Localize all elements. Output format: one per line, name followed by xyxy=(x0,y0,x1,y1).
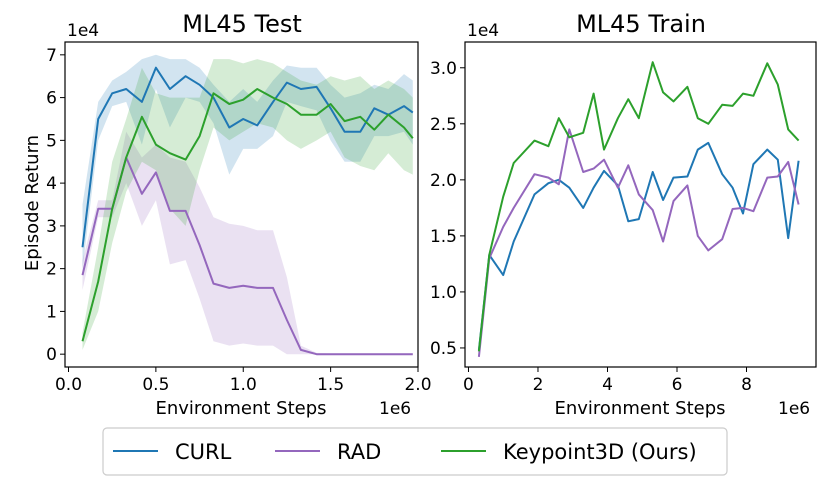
y-axis-label: Episode Return xyxy=(22,135,43,271)
legend-entry-curl: CURL xyxy=(113,440,232,464)
y-tick-label: 2.5 xyxy=(430,115,457,135)
legend-label-curl: CURL xyxy=(175,440,232,464)
plot-frame xyxy=(464,41,817,368)
chart-title: ML45 Test xyxy=(182,10,302,38)
y-ticks: 0 1 2 3 4 5 6 7 xyxy=(46,46,65,365)
y-multiplier-label: 1e4 xyxy=(67,21,99,41)
line-rad xyxy=(81,156,413,356)
x-tick-label: 0 xyxy=(463,375,474,395)
y-tick-label: 1 xyxy=(46,302,57,322)
legend-entry-keypoint3d: Keypoint3D (Ours) xyxy=(441,440,697,464)
y-tick-label: 5 xyxy=(46,131,57,151)
x-tick-label: 1.0 xyxy=(230,375,257,395)
x-tick-label: 0.5 xyxy=(142,375,169,395)
line-keypoint3d-ours xyxy=(81,88,414,342)
x-tick-label: 2 xyxy=(533,375,544,395)
line-curl xyxy=(81,66,414,248)
band-keypoint3d-ours xyxy=(82,59,413,350)
x-tick-label: 6 xyxy=(672,375,683,395)
legend-label-keypoint3d: Keypoint3D (Ours) xyxy=(503,440,697,464)
legend-entry-rad: RAD xyxy=(275,440,381,464)
x-tick-label: 8 xyxy=(741,375,752,395)
plot-frame xyxy=(64,41,419,368)
legend: CURL RAD Keypoint3D (Ours) xyxy=(102,427,728,476)
line-keypoint3d-ours xyxy=(477,61,800,352)
y-tick-label: 6 xyxy=(46,89,57,109)
x-axis-label: Environment Steps xyxy=(554,398,725,419)
x-tick-label: 0.0 xyxy=(55,375,82,395)
x-ticks: 0.0 0.5 1.0 1.5 2.0 xyxy=(55,367,432,395)
series-lines xyxy=(477,61,800,358)
x-tick-label: 1.5 xyxy=(317,375,344,395)
x-multiplier-label: 1e6 xyxy=(778,399,810,419)
y-tick-label: 1.5 xyxy=(430,227,457,247)
y-tick-label: 1.0 xyxy=(430,283,457,303)
x-tick-label: 4 xyxy=(602,375,613,395)
y-tick-label: 3.0 xyxy=(430,59,457,79)
chart-ml45-test: ML45 Test 1e4 Episode Return Environment… xyxy=(22,10,432,419)
line-curl xyxy=(477,141,800,351)
y-tick-label: 0.5 xyxy=(430,339,457,359)
x-multiplier-label: 1e6 xyxy=(379,399,411,419)
y-ticks: 0.5 1.0 1.5 2.0 2.5 3.0 xyxy=(430,59,465,359)
line-rad xyxy=(477,128,800,358)
y-tick-label: 3 xyxy=(46,217,57,237)
y-tick-label: 2 xyxy=(46,260,57,280)
legend-frame xyxy=(102,427,728,476)
chart-ml45-train: ML45 Train 1e4 Environment Steps 1e6 0 2 4… xyxy=(430,10,817,419)
band-rad xyxy=(82,131,413,355)
x-tick-label: 2.0 xyxy=(404,375,431,395)
y-tick-label: 2.0 xyxy=(430,171,457,191)
y-tick-label: 7 xyxy=(46,46,57,66)
series-lines xyxy=(81,66,414,356)
x-ticks: 0 2 4 6 8 xyxy=(463,367,752,395)
x-axis-label: Environment Steps xyxy=(155,398,326,419)
chart-title: ML45 Train xyxy=(576,10,706,38)
y-tick-label: 4 xyxy=(46,174,57,194)
y-multiplier-label: 1e4 xyxy=(467,21,499,41)
y-tick-label: 0 xyxy=(46,345,57,365)
confidence-bands xyxy=(82,54,413,355)
legend-label-rad: RAD xyxy=(337,440,381,464)
